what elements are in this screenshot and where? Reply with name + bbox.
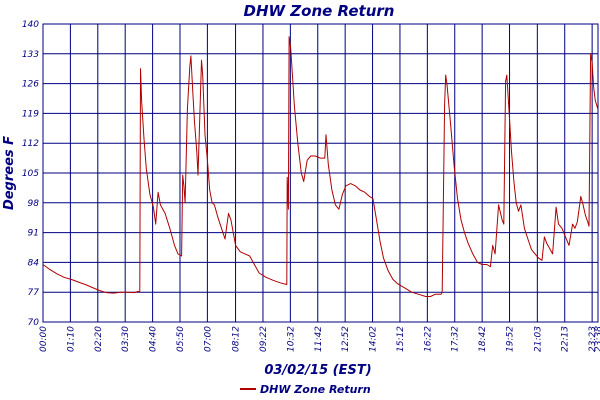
- y-tick-label: 91: [28, 229, 39, 239]
- y-tick-label: 77: [28, 288, 40, 298]
- x-axis-label: 03/02/15 (EST): [264, 363, 371, 378]
- x-tick-label: 10:32: [286, 326, 296, 352]
- y-tick-label: 70: [28, 318, 40, 328]
- x-tick-label: 23:38: [594, 326, 600, 352]
- x-tick-label: 11:42: [314, 326, 324, 352]
- y-tick-label: 126: [22, 80, 39, 90]
- y-tick-label: 98: [28, 199, 40, 209]
- legend-label: DHW Zone Return: [260, 383, 371, 396]
- x-axis: 00:00 01:10 02:20 03:30 04:40 05:50 07:00 08:12…: [39, 326, 600, 352]
- x-tick-label: 17:32: [451, 326, 461, 352]
- x-tick-label: 21:03: [533, 326, 543, 352]
- x-tick-label: 09:22: [259, 326, 269, 352]
- x-tick-label: 03:30: [121, 326, 131, 352]
- series-layer: [42, 36, 599, 297]
- x-tick-label: 05:50: [176, 326, 186, 352]
- x-tick-label: 00:00: [39, 326, 49, 352]
- x-tick-label: 01:10: [66, 326, 76, 352]
- x-tick-label: 08:12: [232, 326, 242, 352]
- y-axis: 70 77 84 91 98 105 112 119 126 133 140: [22, 20, 39, 328]
- chart-title: DHW Zone Return: [244, 2, 395, 20]
- y-tick-label: 112: [22, 139, 39, 149]
- x-tick-label: 23:23: [588, 326, 598, 352]
- x-tick-label: 15:12: [396, 326, 406, 352]
- y-tick-label: 105: [22, 169, 39, 179]
- x-tick-label: 07:00: [203, 326, 213, 352]
- y-axis-label: Degrees F: [2, 136, 17, 210]
- x-tick-label: 22:13: [561, 326, 571, 352]
- legend: DHW Zone Return: [240, 383, 371, 396]
- x-tick-label: 14:02: [369, 326, 379, 352]
- x-tick-label: 04:40: [149, 326, 159, 352]
- x-tick-label: 02:20: [94, 326, 104, 352]
- series-line: [42, 36, 599, 297]
- y-tick-label: 140: [22, 20, 39, 30]
- y-tick-label: 84: [28, 258, 40, 268]
- x-tick-label: 16:22: [423, 326, 433, 352]
- y-tick-label: 119: [22, 109, 39, 119]
- x-tick-label: 19:52: [506, 326, 516, 352]
- y-tick-label: 133: [22, 50, 39, 60]
- x-tick-label: 18:42: [478, 326, 488, 352]
- x-tick-label: 12:52: [341, 326, 351, 352]
